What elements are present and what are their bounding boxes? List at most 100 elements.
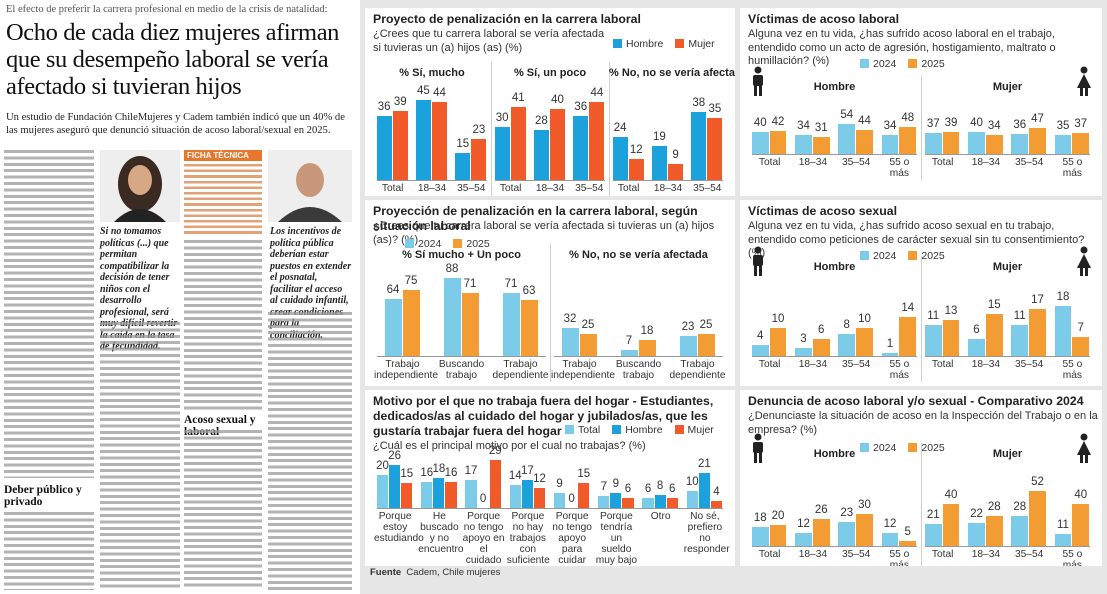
source-label: Fuente xyxy=(370,567,402,578)
bar xyxy=(899,317,917,356)
category-label: 35–54 xyxy=(841,359,871,370)
bar xyxy=(502,293,520,356)
value-label: 28 xyxy=(535,115,548,128)
bar xyxy=(654,494,666,508)
legend-label: 2025 xyxy=(921,442,945,454)
value-label: 9 xyxy=(556,478,563,491)
bar xyxy=(691,112,707,180)
value-label: 11 xyxy=(927,310,940,323)
bar xyxy=(710,501,723,508)
value-label: 34 xyxy=(883,120,897,133)
value-label: 10 xyxy=(685,476,699,489)
legend-label: 2025 xyxy=(466,238,490,250)
chart-title: Motivo por el que no trabaja fuera del h… xyxy=(373,394,714,438)
legend-label: Hombre xyxy=(625,424,663,436)
bar xyxy=(610,493,622,508)
value-label: 39 xyxy=(393,95,407,108)
source-text: Cadem, Chile mujeres xyxy=(406,567,501,578)
bar xyxy=(433,478,445,508)
category-label: 18–34 xyxy=(971,549,1001,560)
category-label: Buscando trabajo xyxy=(438,359,485,381)
value-label: 34 xyxy=(797,120,810,133)
value-label: 18 xyxy=(1056,291,1070,303)
bar xyxy=(812,518,830,546)
baseline xyxy=(377,356,546,357)
group-label: Hombre xyxy=(813,81,856,93)
value-label: 28 xyxy=(987,501,1001,514)
group-label: Mujer xyxy=(992,261,1023,273)
category-label: 18–34 xyxy=(653,183,683,194)
baseline xyxy=(495,180,605,181)
legend-item: 2025 xyxy=(453,238,490,250)
bar xyxy=(550,108,566,180)
bar xyxy=(881,135,899,154)
bar xyxy=(589,101,605,180)
value-label: 37 xyxy=(1074,118,1088,131)
category-label: He buscado y no encuentro xyxy=(418,511,464,555)
category-label: 18–34 xyxy=(971,359,1001,370)
value-label: 4 xyxy=(757,329,764,342)
source: Fuente Cadem, Chile mujeres xyxy=(370,567,500,578)
category-label: Total xyxy=(758,549,781,560)
icon-woman xyxy=(1077,246,1091,276)
bar xyxy=(968,339,985,356)
value-label: 1 xyxy=(886,338,894,351)
group-label: Hombre xyxy=(813,261,856,273)
bar xyxy=(968,131,985,154)
category-label: 35–54 xyxy=(841,157,871,168)
value-label: 24 xyxy=(613,122,627,135)
category-label: 35–54 xyxy=(1014,157,1044,168)
legend-swatch xyxy=(860,443,869,452)
value-label: 6 xyxy=(669,483,676,496)
bar xyxy=(751,526,769,546)
category-label: Trabajo dependiente xyxy=(669,359,726,381)
value-label: 21 xyxy=(697,458,711,471)
bar xyxy=(376,116,392,180)
category-label: Trabajo independiente xyxy=(374,359,439,381)
chart-question: ¿Cuál es el principal motivo por el cual… xyxy=(373,440,646,452)
category-label: 35–54 xyxy=(693,183,722,194)
category-label: 55 o más xyxy=(1062,359,1083,381)
value-label: 6 xyxy=(644,483,652,496)
bar xyxy=(812,136,830,154)
group-separator xyxy=(921,443,922,566)
value-label: 10 xyxy=(771,313,785,326)
bar xyxy=(1011,325,1029,356)
bar xyxy=(812,339,830,356)
bar xyxy=(461,293,479,356)
bar xyxy=(838,521,856,546)
legend-item: Mujer xyxy=(674,424,714,436)
legend-item: 2024 xyxy=(405,238,441,250)
category-label: Total xyxy=(758,359,781,370)
category-label: 55 o más xyxy=(1062,549,1083,566)
chart-panel: Proyecto de penalización en la carrera l… xyxy=(365,8,735,196)
value-label: 19 xyxy=(653,131,666,144)
group-label: % No, no se vería afectada xyxy=(569,249,708,261)
chart-title: Proyecto de penalización en la carrera l… xyxy=(373,12,641,26)
bar xyxy=(881,533,899,546)
value-label: 44 xyxy=(858,114,871,127)
legend-item: 2025 xyxy=(908,58,945,70)
body-text xyxy=(268,312,352,590)
value-label: 47 xyxy=(1031,112,1044,125)
bar xyxy=(579,333,597,356)
bar xyxy=(598,496,610,508)
value-label: 16 xyxy=(420,466,434,479)
value-label: 7 xyxy=(1077,321,1084,334)
bar xyxy=(751,131,769,154)
bar xyxy=(392,110,408,180)
chart-panel: Víctimas de acoso laboral Alguna vez en t… xyxy=(740,8,1102,196)
legend-swatch xyxy=(860,59,869,68)
value-label: 23 xyxy=(472,124,486,137)
value-label: 32 xyxy=(563,312,577,325)
category-label: 18–34 xyxy=(535,183,565,194)
chart-title: Víctimas de acoso laboral xyxy=(748,12,900,26)
bar xyxy=(651,146,667,180)
group-label: % No, no se vería afectada xyxy=(609,67,735,79)
category-label: 18–34 xyxy=(417,183,447,194)
bar xyxy=(985,516,1003,546)
value-label: 31 xyxy=(814,121,828,134)
value-label: 20 xyxy=(771,509,785,522)
legend-label: Hombre xyxy=(626,38,664,50)
body-text xyxy=(4,150,94,478)
